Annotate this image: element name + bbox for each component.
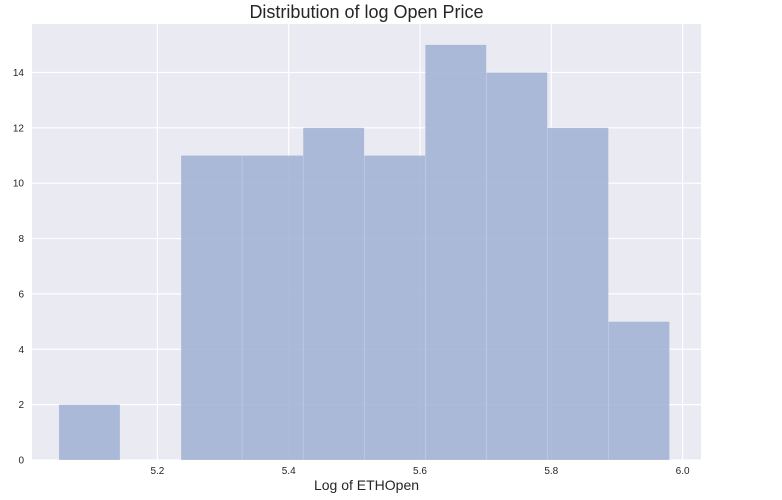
x-tick-label-0: 5.2 — [150, 466, 164, 477]
y-tick-label-0: 0 — [18, 456, 24, 467]
y-tick-label-3: 6 — [18, 289, 24, 300]
histogram-bar-5 — [363, 155, 426, 461]
y-tick-label-4: 8 — [18, 234, 24, 245]
y-tick-label-6: 12 — [13, 123, 25, 134]
histogram-bar-2 — [180, 155, 243, 461]
y-tick-label-7: 14 — [13, 68, 25, 79]
x-tick-label-4: 6.0 — [676, 466, 690, 477]
histogram-bar-3 — [241, 155, 304, 461]
histogram-bar-9 — [608, 321, 670, 461]
histogram-bars — [58, 44, 670, 461]
histogram-bar-0 — [58, 404, 121, 461]
x-axis-ticks: 5.2 5.4 5.6 5.8 6.0 — [150, 466, 690, 477]
histogram-bar-8 — [547, 127, 609, 461]
x-tick-label-3: 5.8 — [544, 466, 558, 477]
y-tick-label-2: 4 — [18, 345, 24, 356]
y-axis-ticks: 0 2 4 6 8 10 12 14 — [13, 68, 25, 467]
y-tick-label-5: 10 — [13, 179, 25, 190]
y-tick-label-1: 2 — [18, 400, 24, 411]
x-tick-label-2: 5.6 — [413, 466, 427, 477]
histogram-bar-4 — [302, 127, 365, 461]
x-axis-title: Log of ETHOpen — [314, 477, 419, 493]
x-tick-label-1: 5.4 — [282, 466, 296, 477]
histogram-bar-7 — [486, 72, 548, 461]
chart-title: Distribution of log Open Price — [249, 2, 483, 22]
histogram-bar-6 — [425, 44, 487, 461]
